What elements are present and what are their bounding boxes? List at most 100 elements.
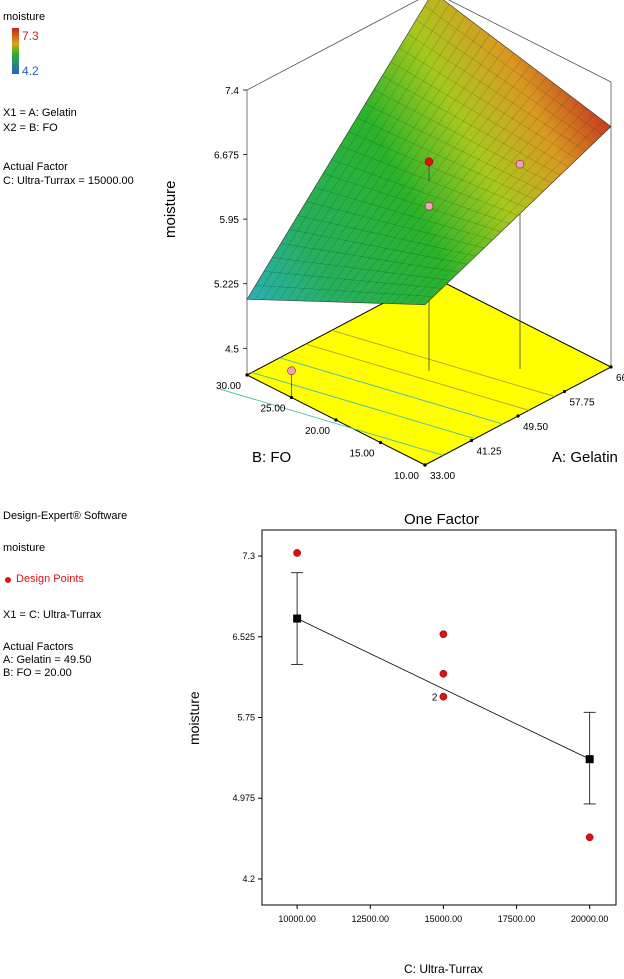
predicted-mean-marker (585, 755, 594, 764)
floor-contour-line (331, 329, 555, 398)
surface-mesh-line (424, 5, 603, 135)
surface-mesh-line (390, 61, 569, 168)
surface-mesh-line (255, 285, 434, 297)
surface-mesh-line (407, 33, 586, 151)
actual-factor-a: A: Gelatin = 49.50 (3, 654, 92, 666)
z-tick-label: 6.675 (214, 151, 239, 162)
surface-mesh-line (295, 28, 482, 301)
surface-mesh-line (382, 75, 561, 176)
surface-design-point (424, 201, 434, 211)
surface-mesh-line (289, 229, 468, 265)
software-name: Design-Expert® Software (3, 510, 128, 522)
z-tick-label: 5.95 (220, 215, 240, 226)
one-factor-xlabel: C: Ultra-Turrax (404, 962, 483, 976)
surface-mesh-line (254, 0, 441, 300)
y-tick (334, 418, 338, 422)
x-tick-label: 15000.00 (425, 914, 463, 924)
actual-factor-title: Actual Factor (3, 161, 68, 173)
design-point (439, 692, 448, 701)
design-point (439, 669, 448, 678)
surface-mesh-line (392, 101, 579, 304)
surface-mesh-line (280, 243, 459, 273)
y-tick (289, 395, 294, 400)
z-tick-label: 7.4 (225, 86, 239, 97)
surface-mesh-line (327, 53, 515, 302)
x-tick (516, 414, 520, 418)
surface-design-point (287, 366, 296, 376)
x-tick (469, 438, 474, 443)
design-point (439, 630, 448, 639)
surface-mesh-line (319, 46, 506, 302)
surface-mesh-line (303, 34, 490, 302)
design-point (585, 833, 594, 842)
factor-x1: X1 = C: Ultra-Turrax (3, 609, 102, 621)
x-tick-label: 17500.00 (498, 914, 536, 924)
y-tick-label: 4.975 (232, 793, 255, 803)
actual-factors-title: Actual Factors (3, 641, 74, 653)
surface-design-points (287, 157, 525, 376)
plot-frame (261, 529, 617, 906)
surface-mesh-line (323, 173, 502, 232)
surface-mesh-line (360, 77, 547, 303)
y-tick-label: 25.00 (260, 404, 285, 415)
surface-mesh-line (271, 10, 458, 301)
design-points-legend: Design Points (16, 573, 84, 585)
predicted-mean-marker (293, 614, 302, 623)
y-tick-label: 5.75 (237, 713, 255, 723)
surface-mesh-line (287, 22, 474, 301)
x-tick-label: 66.00 (616, 373, 624, 384)
y-tick-label: 30.00 (216, 381, 241, 392)
x-tick-label: 57.75 (570, 398, 595, 409)
surface-ylabel: B: FO (252, 449, 292, 466)
floor-contours (220, 329, 555, 456)
y-tick-label: 4.2 (242, 874, 255, 884)
surface-mesh-line (306, 201, 485, 249)
y-tick-label: 6.525 (232, 632, 255, 642)
legend-min: 4.2 (22, 64, 39, 78)
y-tick-label: 10.00 (394, 471, 419, 482)
design-point-count: 2 (432, 693, 438, 704)
x-tick (562, 389, 567, 394)
floor-contour-line (279, 357, 503, 425)
y-tick (423, 463, 427, 467)
surface-mesh-line (331, 159, 510, 224)
x-tick-label: 10000.00 (278, 914, 316, 924)
surface-mesh-line (384, 95, 571, 304)
prediction-line (296, 618, 590, 760)
box-edge (246, 0, 419, 91)
surface-mesh-line (376, 89, 563, 304)
surface-mesh-line (263, 4, 450, 300)
design-point (293, 549, 301, 557)
surface-mesh-line (343, 65, 531, 303)
y-tick-label: 20.00 (305, 426, 330, 437)
legend-max: 7.3 (22, 29, 39, 43)
surface-mesh (254, 0, 604, 305)
response-name: moisture (3, 542, 46, 554)
x-tick-label: 49.50 (523, 422, 548, 433)
surface-mesh-line (415, 19, 595, 143)
y-tick-label: 15.00 (349, 449, 374, 460)
x-tick-label: 20000.00 (571, 914, 609, 924)
surface-mesh-line (279, 16, 466, 301)
surface-xlabel: A: Gelatin (552, 449, 618, 466)
surface-mesh-line (365, 103, 544, 192)
one-factor-title: One Factor (404, 511, 480, 528)
y-tick-label: 7.3 (242, 551, 255, 561)
color-bar (12, 28, 19, 74)
surface-mesh-line (356, 117, 535, 200)
z-tick-label: 5.225 (214, 280, 239, 291)
surface-mesh-line (297, 215, 476, 257)
surface-mesh-line (368, 83, 555, 304)
x-tick-label: 41.25 (477, 447, 502, 458)
surface-mesh-line (399, 47, 578, 160)
surface-ticks: 4.5 5.225 5.95 6.675 7.4 33.00 41.25 49.50 57.75… (214, 86, 624, 482)
surface-mesh-line (314, 187, 493, 241)
floor-contour-line (251, 372, 476, 440)
x-tick (609, 365, 613, 369)
x-tick-label: 33.00 (430, 471, 455, 482)
surface-mesh-line (311, 40, 498, 302)
surface-plot: 4.5 5.225 5.95 6.675 7.4 33.00 41.25 49.50 57.75… (214, 0, 624, 482)
surface-mesh-line (263, 271, 442, 289)
y-tick (378, 440, 383, 445)
